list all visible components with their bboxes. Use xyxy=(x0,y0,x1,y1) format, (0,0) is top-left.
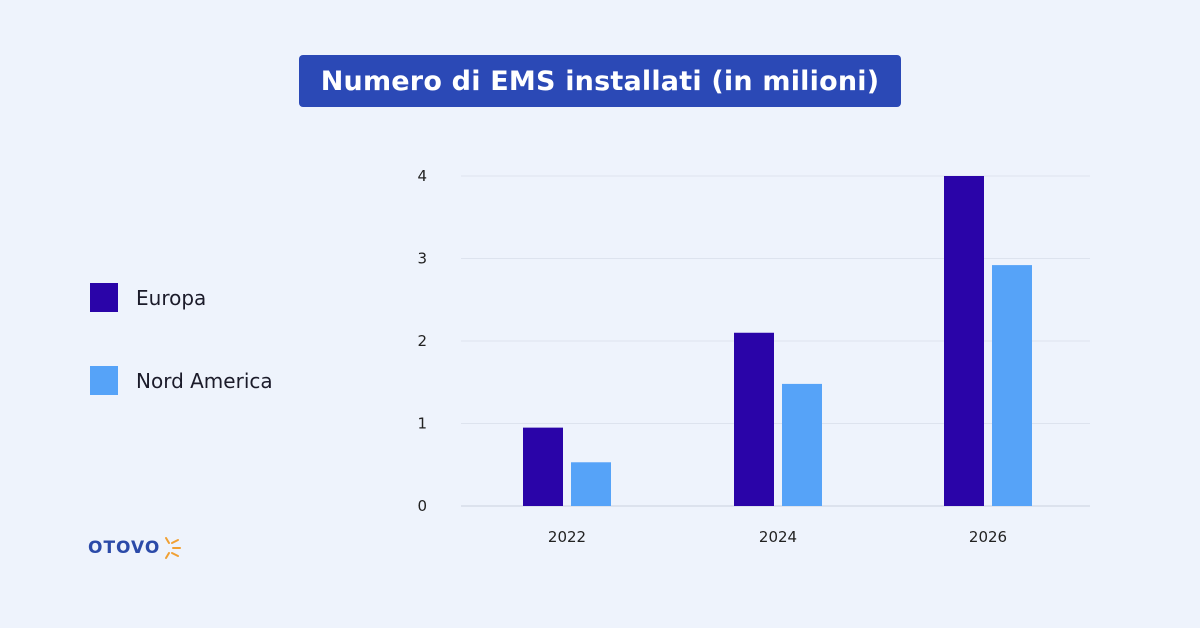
y-tick-label-0: 0 xyxy=(417,497,427,515)
x-tick-label-2024: 2024 xyxy=(759,528,797,546)
bar-europa-2024 xyxy=(734,332,774,506)
bar-europa-2022 xyxy=(523,427,563,506)
y-tick-label-4: 4 xyxy=(417,167,427,185)
legend-swatch-europa xyxy=(90,283,118,312)
bar-europa-2026 xyxy=(944,176,984,506)
bar-nord-america-2026 xyxy=(992,265,1032,506)
x-tick-label-2026: 2026 xyxy=(969,528,1007,546)
y-tick-label-3: 3 xyxy=(417,250,427,268)
bar-nord-america-2024 xyxy=(782,383,822,506)
legend-label-nord-america: Nord America xyxy=(136,368,273,393)
legend-swatch-nord-america xyxy=(90,366,118,395)
sun-burst-icon xyxy=(165,537,182,559)
y-tick-label-2: 2 xyxy=(417,332,427,350)
y-tick-label-1: 1 xyxy=(417,415,427,433)
bar-nord-america-2022 xyxy=(571,462,611,506)
legend-item-nord-america: Nord America xyxy=(90,366,273,395)
chart-title: Numero di EMS installati (in milioni) xyxy=(299,55,901,107)
logo-text: OTOVO xyxy=(88,538,161,558)
otovo-logo: OTOVO xyxy=(88,535,184,561)
legend-item-europa: Europa xyxy=(90,283,206,312)
x-tick-label-2022: 2022 xyxy=(548,528,586,546)
legend-label-europa: Europa xyxy=(136,285,207,310)
